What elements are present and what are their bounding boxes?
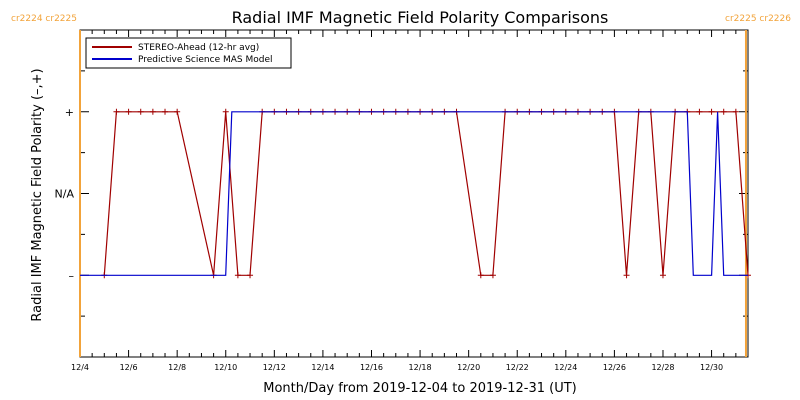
- legend: STEREO-Ahead (12-hr avg) Predictive Scien…: [85, 37, 292, 69]
- chart-title: Radial IMF Magnetic Field Polarity Compa…: [232, 8, 609, 27]
- y-tick-label: +: [65, 106, 74, 119]
- carrington-rotation-label: cr2225 cr2226: [725, 14, 791, 24]
- carrington-rotation-label: cr2224 cr2225: [11, 14, 77, 24]
- legend-label: STEREO-Ahead (12-hr avg): [138, 43, 259, 53]
- series-line-2: [80, 111, 748, 276]
- x-tick-label: 12/12: [263, 363, 286, 372]
- plot-frame: [79, 29, 749, 358]
- data-point-marker: [696, 108, 703, 115]
- data-point-marker: [708, 108, 715, 115]
- x-tick-label: 12/4: [71, 363, 89, 372]
- data-point-marker: [623, 272, 630, 279]
- data-point-marker: [125, 108, 132, 115]
- x-axis: 12/4 12/6 12/8 12/10 12/12 12/14 12/16 12/18 12/…: [71, 30, 749, 372]
- x-tick-label: 12/26: [603, 363, 626, 372]
- carrington-rotation-markers: cr2224 cr2225 cr2225 cr2226: [11, 14, 791, 357]
- data-point-marker: [247, 272, 254, 279]
- y-tick-label: N/A: [55, 188, 75, 201]
- x-tick-label: 12/24: [554, 363, 577, 372]
- x-axis-label: Month/Day from 2019-12-04 to 2019-12-31 …: [263, 381, 576, 396]
- x-tick-label: 12/10: [214, 363, 237, 372]
- data-point-marker: [234, 272, 241, 279]
- data-point-marker: [162, 108, 169, 115]
- legend-box: [85, 37, 292, 69]
- x-tick-label: 12/22: [506, 363, 529, 372]
- legend-label: Predictive Science MAS Model: [138, 55, 273, 65]
- x-tick-label: 12/16: [360, 363, 383, 372]
- y-axis-label: Radial IMF Magnetic Field Polarity (–,+): [30, 68, 45, 321]
- data-point-marker: [659, 272, 666, 279]
- x-tick-label: 12/18: [409, 363, 432, 372]
- data-point-marker: [732, 108, 739, 115]
- x-tick-label: 12/14: [311, 363, 334, 372]
- y-axis: + N/A –: [55, 70, 748, 317]
- x-tick-label: 12/30: [700, 363, 723, 372]
- data-point-marker: [720, 108, 727, 115]
- data-point-marker: [113, 108, 120, 115]
- series-line-1: [103, 111, 749, 276]
- x-tick-label: 12/28: [651, 363, 674, 372]
- x-tick-label: 12/6: [120, 363, 138, 372]
- y-tick-label: –: [69, 269, 75, 282]
- data-point-marker: [489, 272, 496, 279]
- data-point-marker: [137, 108, 144, 115]
- data-point-marker: [174, 108, 181, 115]
- x-tick-label: 12/20: [457, 363, 480, 372]
- data-point-marker: [477, 272, 484, 279]
- data-point-marker: [222, 108, 229, 115]
- data-point-marker: [149, 108, 156, 115]
- x-tick-label: 12/8: [168, 363, 186, 372]
- series-layer: [80, 108, 751, 279]
